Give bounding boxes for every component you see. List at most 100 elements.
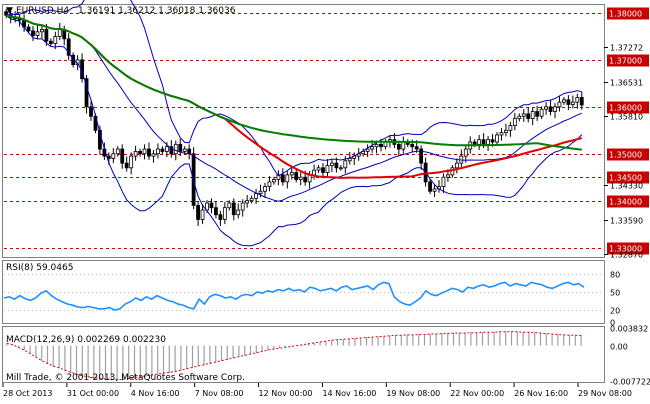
rsi-level-label: 0	[610, 319, 615, 328]
candle-body	[129, 155, 134, 169]
candle-body	[245, 200, 250, 204]
price-label: 1.33000	[609, 245, 642, 254]
candle-body	[330, 162, 334, 166]
candle-body	[401, 141, 406, 150]
candle-body	[548, 106, 553, 112]
candle-body	[240, 202, 245, 211]
level-tag	[607, 54, 649, 67]
candle-body	[414, 146, 419, 150]
macd-pane[interactable]	[2, 326, 605, 383]
macd-title: MACD(12,26,9) 0.002269 0.002230	[6, 335, 166, 345]
candle-body	[147, 148, 151, 157]
candle-body	[111, 153, 116, 159]
candle-body	[31, 30, 35, 36]
candle-body	[57, 29, 62, 37]
macd-scale-label: -0.007722	[610, 378, 650, 387]
level-tag	[607, 7, 649, 20]
candle-body	[205, 202, 209, 211]
price-label: 1.34500	[609, 174, 642, 183]
candle-body	[173, 143, 178, 155]
main-pane[interactable]	[2, 4, 605, 258]
macd-signal-line	[6, 331, 582, 381]
candle-body	[48, 40, 53, 44]
time-label: 26 Nov 16:00	[514, 389, 568, 398]
price-label: 1.35810	[610, 113, 643, 122]
candle-body	[44, 29, 49, 42]
candle-body	[169, 146, 174, 155]
candle-body	[526, 113, 531, 119]
candle-body	[276, 174, 281, 180]
time-label: 12 Nov 00:00	[259, 389, 313, 398]
candle-body	[218, 214, 223, 220]
candle-body	[227, 202, 232, 209]
candle-body	[35, 31, 40, 36]
candle-body	[89, 106, 93, 117]
candle-body	[396, 143, 401, 150]
candle-body	[231, 202, 236, 216]
rsi-level-label: 50	[610, 289, 620, 298]
candle-body	[553, 106, 557, 112]
candle-body	[579, 97, 584, 106]
candle-body	[307, 174, 312, 183]
price-label: 1.36531	[610, 79, 643, 88]
candle-body	[151, 153, 156, 157]
candle-body	[441, 176, 446, 187]
macd-scale-label: 0.00	[610, 343, 628, 352]
macd-scale-label: 0.003832	[610, 325, 648, 334]
candle-body	[521, 113, 526, 117]
candle-body	[419, 148, 424, 164]
candle-body	[539, 108, 544, 117]
price-label: 1.36000	[609, 104, 642, 113]
candle-body	[200, 209, 205, 220]
candle-body	[267, 181, 272, 187]
candle-body	[178, 143, 183, 152]
level-tag	[607, 148, 649, 161]
candle-body	[410, 143, 415, 148]
candle-body	[566, 99, 571, 105]
candle-body	[432, 188, 437, 192]
price-label: 1.33590	[610, 217, 643, 226]
candle-body	[156, 148, 160, 155]
candle-body	[338, 167, 343, 170]
candle-body	[575, 97, 580, 103]
time-label: 31 Oct 00:00	[67, 389, 119, 398]
time-label: 22 Nov 00:00	[450, 389, 504, 398]
candle-body	[254, 193, 258, 199]
candle-body	[196, 204, 200, 220]
candle-body	[249, 197, 254, 202]
level-tag	[607, 242, 649, 255]
candle-body	[120, 148, 125, 164]
ma-slow-line	[5, 14, 582, 151]
candle-body	[343, 160, 348, 169]
ma-fast-line	[5, 14, 583, 179]
candle-body	[374, 143, 379, 148]
candle-body	[334, 162, 339, 169]
candle-body	[84, 78, 89, 108]
price-label: 1.37000	[609, 57, 642, 66]
price-label: 1.32870	[610, 251, 643, 260]
rsi-level-label: 80	[610, 271, 620, 280]
symbol-title: EURUSD,H4	[16, 6, 69, 16]
candle-body	[446, 174, 450, 178]
candle-body	[463, 148, 468, 157]
time-label: 4 Nov 16:00	[131, 389, 180, 398]
candle-body	[530, 111, 535, 119]
rsi-pane[interactable]	[2, 260, 605, 324]
level-tag	[607, 171, 649, 184]
symbol-icon: ▼	[6, 6, 13, 16]
level-tag	[607, 101, 649, 114]
candle-body	[236, 209, 241, 216]
copyright-text: Mill Trade, © 2001-2013, MetaQuotes Soft…	[6, 373, 245, 383]
candle-body	[365, 148, 370, 152]
candle-body	[214, 207, 218, 216]
candle-body	[499, 132, 504, 136]
candle-body	[280, 174, 285, 183]
candle-body	[347, 158, 352, 162]
candle-body	[562, 99, 566, 103]
candle-body	[258, 190, 263, 195]
candle-body	[481, 139, 486, 145]
level-tag	[607, 195, 649, 208]
candle-body	[222, 207, 227, 220]
